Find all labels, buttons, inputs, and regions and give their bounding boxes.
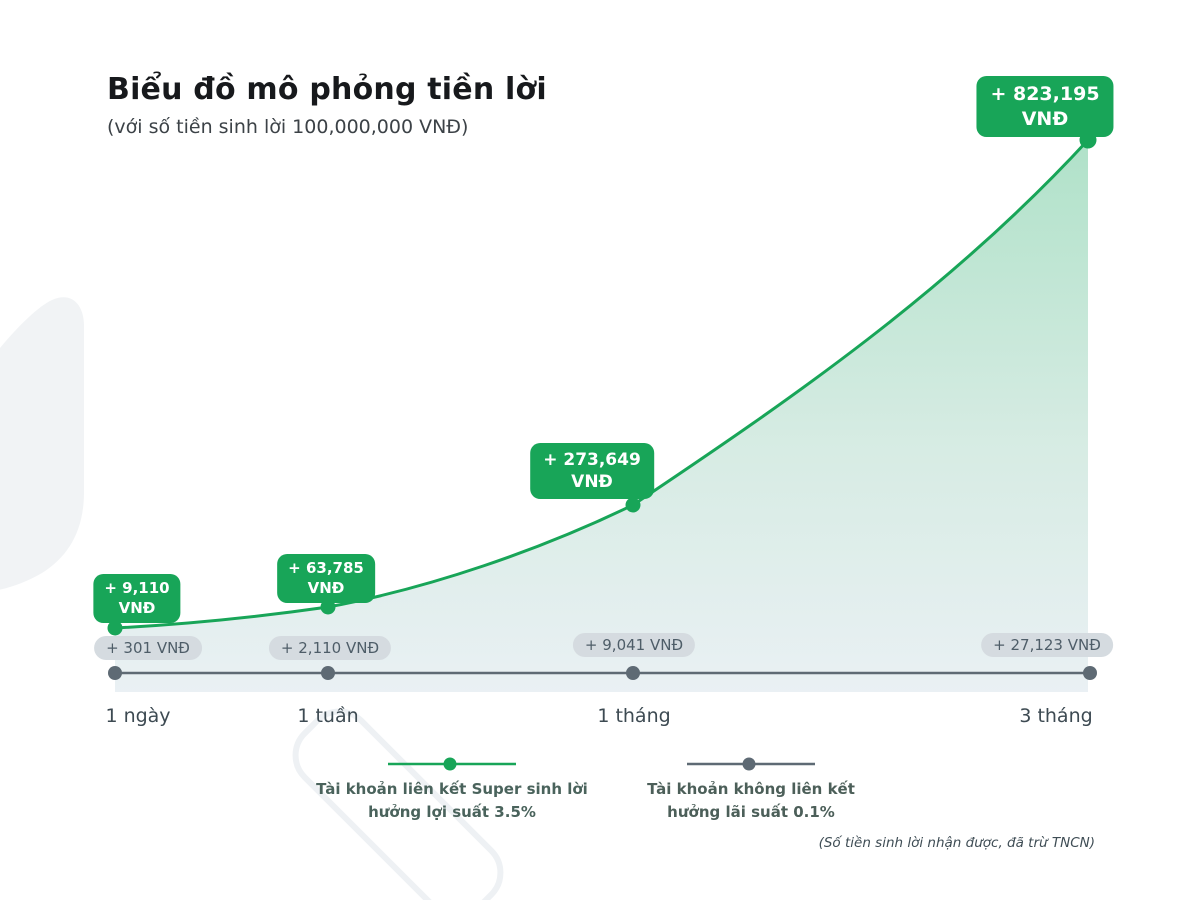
x-axis-label-3months: 3 tháng bbox=[1019, 705, 1093, 727]
linked-area-fill bbox=[115, 140, 1088, 692]
page-title: Biểu đồ mô phỏng tiền lời bbox=[107, 72, 547, 107]
unlinked-point-1day bbox=[108, 666, 122, 680]
linked-point-1month bbox=[625, 497, 641, 513]
linked-value-badge-3months: + 823,195 VNĐ bbox=[976, 76, 1114, 138]
legend-linked-marker-icon bbox=[388, 757, 516, 771]
badge-unit: VNĐ bbox=[307, 578, 345, 597]
unlinked-value-pill-1day: + 301 VNĐ bbox=[94, 636, 202, 660]
x-axis-label-1month: 1 tháng bbox=[597, 705, 671, 727]
unlinked-point-1week bbox=[321, 666, 335, 680]
legend-linked-label-line2: hưởng lợi suất 3.5% bbox=[368, 803, 536, 822]
footnote: (Số tiền sinh lời nhận được, đã trừ TNCN… bbox=[818, 835, 1095, 851]
badge-unit: VNĐ bbox=[1021, 107, 1069, 130]
unlinked-point-3months bbox=[1083, 666, 1097, 680]
unlinked-value-pill-1week: + 2,110 VNĐ bbox=[268, 636, 392, 660]
legend-linked-label-line1: Tài khoản liên kết Super sinh lời bbox=[316, 780, 588, 798]
legend-linked-account: Tài khoản liên kết Super sinh lời hưởng … bbox=[312, 756, 592, 825]
linked-point-1day bbox=[107, 620, 123, 636]
linked-value-badge-1month: + 273,649 VNĐ bbox=[530, 443, 654, 500]
x-axis-label-1week: 1 tuần bbox=[297, 705, 359, 727]
page-subtitle: (với số tiền sinh lời 100,000,000 VNĐ) bbox=[107, 116, 469, 138]
unlinked-value-pill-3months: + 27,123 VNĐ bbox=[981, 633, 1113, 657]
legend-unlinked-account: Tài khoản không liên kết hưởng lãi suất … bbox=[611, 756, 891, 825]
badge-unit: VNĐ bbox=[118, 598, 156, 617]
x-axis-label-1day: 1 ngày bbox=[105, 705, 171, 727]
unlinked-point-1month bbox=[626, 666, 640, 680]
linked-value-badge-1day: + 9,110 VNĐ bbox=[93, 574, 181, 623]
unlinked-value-pill-1month: + 9,041 VNĐ bbox=[572, 633, 696, 657]
badge-amount: + 63,785 bbox=[288, 559, 364, 577]
badge-amount: + 9,110 bbox=[104, 579, 170, 597]
badge-amount: + 273,649 bbox=[543, 450, 641, 470]
legend-unlinked-label-line2: hưởng lãi suất 0.1% bbox=[667, 803, 835, 822]
linked-value-badge-1week: + 63,785 VNĐ bbox=[277, 554, 375, 603]
legend-unlinked-marker-icon bbox=[687, 757, 815, 771]
badge-unit: VNĐ bbox=[571, 472, 613, 493]
legend-unlinked-label-line1: Tài khoản không liên kết bbox=[647, 780, 855, 798]
linked-account-curve bbox=[113, 138, 1090, 630]
linked-point-1week bbox=[320, 599, 336, 615]
badge-amount: + 823,195 bbox=[990, 83, 1100, 105]
